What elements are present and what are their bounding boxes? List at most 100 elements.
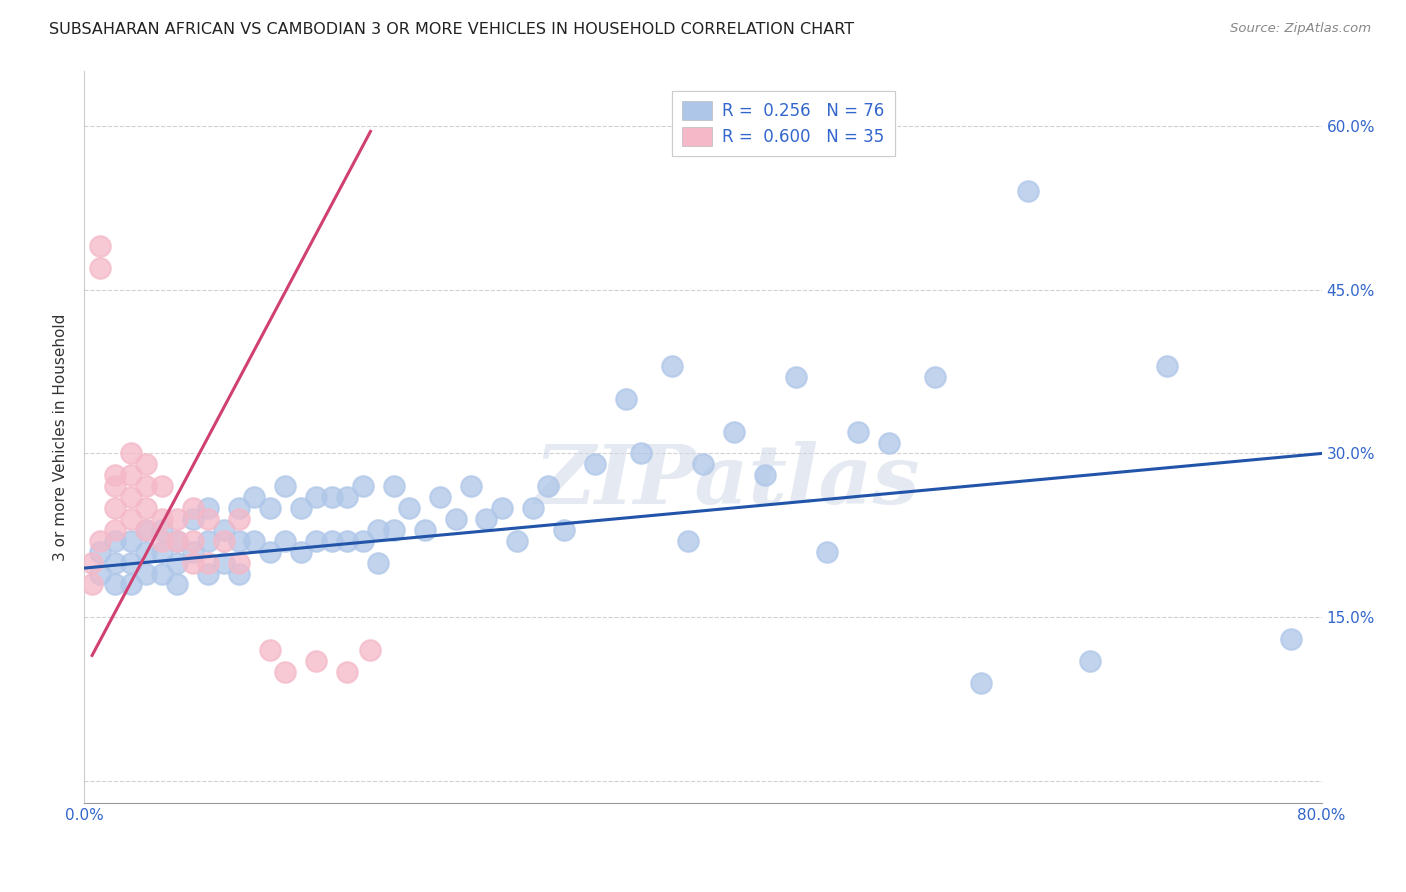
Point <box>537 479 560 493</box>
Point <box>150 512 173 526</box>
Point <box>290 545 312 559</box>
Point <box>460 479 482 493</box>
Point <box>336 533 359 548</box>
Point <box>120 490 142 504</box>
Point <box>352 533 374 548</box>
Point <box>243 533 266 548</box>
Point <box>583 458 606 472</box>
Point <box>135 458 157 472</box>
Point <box>382 523 405 537</box>
Point <box>166 556 188 570</box>
Point <box>228 556 250 570</box>
Point <box>181 545 204 559</box>
Point <box>475 512 498 526</box>
Point <box>429 490 451 504</box>
Point <box>754 468 776 483</box>
Point <box>181 533 204 548</box>
Point <box>135 501 157 516</box>
Text: ZIPatlas: ZIPatlas <box>536 441 921 521</box>
Point <box>360 643 382 657</box>
Point <box>120 577 142 591</box>
Point <box>212 556 235 570</box>
Point <box>228 566 250 581</box>
Point <box>274 479 297 493</box>
Point <box>181 512 204 526</box>
Point <box>367 523 389 537</box>
Point <box>413 523 436 537</box>
Point <box>89 239 111 253</box>
Point <box>877 435 900 450</box>
Point <box>336 490 359 504</box>
Point <box>197 512 219 526</box>
Point <box>89 260 111 275</box>
Point <box>120 468 142 483</box>
Point <box>336 665 359 679</box>
Point <box>274 533 297 548</box>
Point <box>104 556 127 570</box>
Point <box>305 654 328 668</box>
Point <box>89 545 111 559</box>
Point <box>321 533 343 548</box>
Point <box>305 533 328 548</box>
Point <box>104 533 127 548</box>
Legend: R =  0.256   N = 76, R =  0.600   N = 35: R = 0.256 N = 76, R = 0.600 N = 35 <box>672 91 894 156</box>
Point <box>398 501 420 516</box>
Point <box>259 545 281 559</box>
Text: Source: ZipAtlas.com: Source: ZipAtlas.com <box>1230 22 1371 36</box>
Point <box>197 533 219 548</box>
Point <box>120 533 142 548</box>
Point <box>120 446 142 460</box>
Point <box>166 512 188 526</box>
Point <box>661 359 683 373</box>
Point <box>305 490 328 504</box>
Point <box>104 479 127 493</box>
Point <box>228 512 250 526</box>
Point <box>181 501 204 516</box>
Point <box>197 566 219 581</box>
Point <box>135 479 157 493</box>
Point <box>104 523 127 537</box>
Point <box>89 533 111 548</box>
Point <box>290 501 312 516</box>
Point <box>135 523 157 537</box>
Point <box>181 556 204 570</box>
Point <box>212 523 235 537</box>
Point <box>553 523 575 537</box>
Point <box>1156 359 1178 373</box>
Point <box>243 490 266 504</box>
Point <box>1279 632 1302 646</box>
Point <box>1017 185 1039 199</box>
Point <box>321 490 343 504</box>
Point <box>522 501 544 516</box>
Point <box>614 392 637 406</box>
Point <box>150 566 173 581</box>
Point <box>166 533 188 548</box>
Point <box>212 533 235 548</box>
Point <box>1078 654 1101 668</box>
Point <box>228 501 250 516</box>
Point <box>815 545 838 559</box>
Point <box>135 566 157 581</box>
Point <box>89 566 111 581</box>
Point <box>382 479 405 493</box>
Point <box>197 501 219 516</box>
Point <box>104 501 127 516</box>
Point <box>135 523 157 537</box>
Point <box>150 533 173 548</box>
Point <box>150 545 173 559</box>
Point <box>785 370 807 384</box>
Point <box>150 479 173 493</box>
Point <box>166 577 188 591</box>
Point <box>506 533 529 548</box>
Y-axis label: 3 or more Vehicles in Household: 3 or more Vehicles in Household <box>53 313 69 561</box>
Point <box>367 556 389 570</box>
Point <box>846 425 869 439</box>
Point <box>924 370 946 384</box>
Point <box>491 501 513 516</box>
Point <box>197 556 219 570</box>
Point <box>104 577 127 591</box>
Point <box>228 533 250 548</box>
Point <box>120 512 142 526</box>
Point <box>82 556 104 570</box>
Point <box>444 512 467 526</box>
